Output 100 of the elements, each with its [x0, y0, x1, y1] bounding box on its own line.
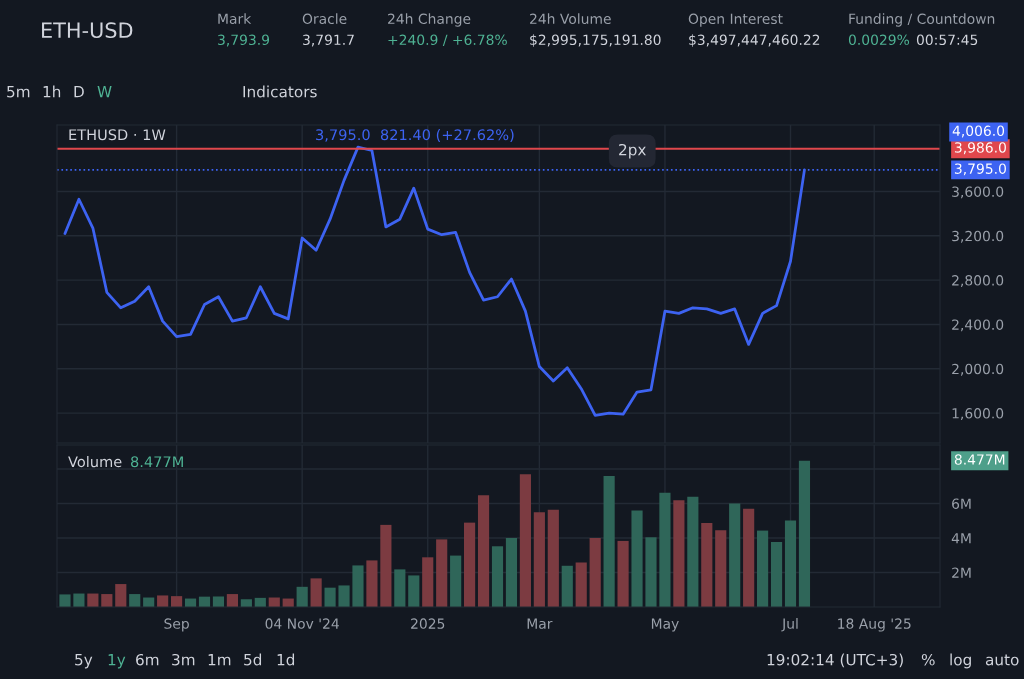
y-tick-label: 3,600.0	[952, 186, 1004, 199]
text: %	[921, 653, 935, 666]
bar	[226, 594, 238, 607]
bar	[59, 594, 71, 607]
text: 1d	[277, 653, 295, 666]
text: D	[74, 86, 84, 98]
bar	[101, 594, 113, 607]
text: Oracle	[302, 13, 347, 25]
annotation: 8.477M	[130, 456, 183, 468]
chart-title: ETHUSD · 1W	[69, 129, 166, 141]
text: 4,006.0	[952, 125, 1005, 138]
bar	[380, 524, 392, 607]
bar	[491, 546, 504, 607]
bar	[798, 460, 811, 607]
text: 8.477M	[954, 454, 1005, 465]
bar	[687, 496, 699, 607]
bar	[171, 596, 183, 607]
text: 3,793.9	[218, 34, 270, 47]
text: 19:02:14 (UTC+3)	[767, 653, 903, 668]
text: 0.0029%	[848, 34, 910, 46]
x-tick-label: 2025	[411, 618, 445, 629]
x-tick-label: 04 Nov '24	[265, 618, 339, 629]
bar	[589, 537, 601, 607]
text: $2,995,175,191.80	[530, 34, 661, 47]
text: Mark	[218, 13, 252, 25]
bar	[547, 509, 559, 607]
bar	[617, 540, 629, 607]
x-tick-label: May	[651, 618, 679, 632]
text: 1h	[43, 85, 61, 98]
text: 5m	[7, 86, 30, 98]
x-tick-label: 18 Aug '25	[838, 618, 911, 632]
bar	[115, 584, 127, 607]
y-tick-label: 2,400.0	[952, 319, 1004, 332]
bar	[519, 474, 531, 607]
bar	[408, 575, 420, 607]
y-tick-label: 2,000.0	[952, 363, 1004, 376]
text: W	[97, 86, 112, 98]
bar	[296, 586, 308, 607]
bar	[338, 585, 350, 607]
text: 5y	[75, 654, 93, 669]
bar	[575, 562, 587, 607]
bar	[659, 492, 671, 607]
bar	[310, 578, 322, 607]
y-tick-label: 4M	[951, 533, 971, 544]
bar	[129, 594, 141, 607]
text: ETH-USD	[42, 22, 133, 39]
bar	[73, 593, 85, 607]
bar	[324, 587, 336, 607]
text: Indicators	[243, 85, 317, 98]
text: auto	[985, 654, 1019, 666]
text: 24h Volume	[530, 13, 611, 25]
text: $3,497,447,460.22	[689, 34, 820, 47]
bar	[645, 537, 657, 607]
bar	[743, 508, 755, 607]
bar	[673, 500, 685, 607]
bar	[715, 530, 727, 607]
text: Volume	[68, 455, 122, 468]
text: 24h Change	[388, 13, 471, 27]
text: 5d	[244, 653, 262, 666]
bar	[533, 512, 545, 607]
ref-line-label: 3,986.0	[954, 142, 1006, 155]
text: 6m	[136, 653, 159, 666]
bar	[784, 520, 797, 607]
bar	[701, 522, 713, 607]
y-tick-label: 6M	[952, 498, 971, 509]
text: 1m	[208, 654, 231, 666]
bar	[729, 503, 741, 607]
text: 3,791.7	[303, 34, 354, 47]
bar	[770, 541, 783, 607]
bar	[561, 565, 573, 607]
bar	[464, 522, 476, 607]
bar	[450, 555, 462, 607]
bar	[603, 475, 615, 607]
bar	[757, 530, 769, 607]
annotation: 2px	[619, 143, 646, 159]
bar	[394, 569, 406, 607]
bar	[366, 560, 378, 607]
y-tick-label: 1,600.0	[952, 408, 1004, 420]
text: +240.9 / +6.78%	[388, 34, 507, 47]
bar	[505, 537, 518, 607]
annotation: 3,795.0 821.40 (+27.62%)	[316, 128, 514, 142]
bar	[352, 565, 364, 607]
bar	[631, 510, 643, 607]
text: log	[950, 653, 971, 669]
text: Funding / Countdown	[849, 13, 995, 27]
x-tick-label: Mar	[527, 618, 553, 629]
bar	[422, 557, 434, 607]
text: 00:57:45	[916, 34, 978, 46]
bar	[157, 595, 169, 607]
ref-line-label: 3,795.0	[954, 163, 1006, 176]
y-tick-label: 2M	[952, 567, 971, 578]
y-tick-label: 3,200.0	[952, 230, 1004, 243]
bar	[212, 596, 225, 607]
text: Open Interest	[688, 13, 783, 27]
text: 1y	[108, 654, 126, 669]
bar	[436, 539, 448, 607]
x-tick-label: Sep	[164, 618, 189, 632]
y-tick-label: 2,800.0	[952, 275, 1004, 288]
bar	[477, 495, 490, 607]
x-tick-label: Jul	[781, 618, 798, 632]
